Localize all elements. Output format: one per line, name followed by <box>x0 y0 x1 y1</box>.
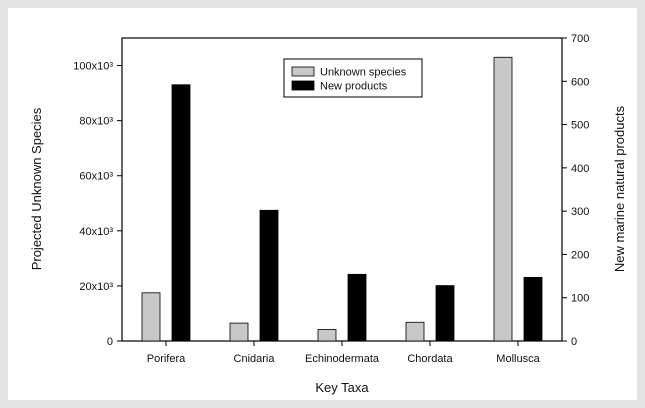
y-axis-title: Projected Unknown Species <box>29 107 44 270</box>
right-tick-label: 0 <box>571 336 577 348</box>
bar-unknown-species-mollusca <box>493 56 513 342</box>
right-axis: 0 100 200 300 400 500 600 700 <box>562 33 589 348</box>
legend-label-new-products: New products <box>320 81 388 93</box>
bars <box>141 56 543 342</box>
bar-new-products-cnidaria <box>259 209 279 342</box>
bar-unknown-species-echinodermata <box>317 329 337 342</box>
x-tick-label: Mollusca <box>496 353 540 365</box>
legend-label-unknown-species: Unknown species <box>320 67 407 79</box>
left-tick-label: 0 <box>107 336 113 348</box>
x-tick-label: Cnidaria <box>234 353 276 365</box>
right-tick-label: 400 <box>571 163 589 175</box>
left-tick-label: 60x10³ <box>79 171 113 183</box>
x-axis: Porifera Cnidaria Echinodermata Chordata Mol… <box>147 341 541 365</box>
chart-frame: 0 20x10³ 40x10³ 60x10³ 80x10³ 100x10³ 0 100 200… <box>8 8 637 400</box>
bar-unknown-species-cnidaria <box>229 322 249 342</box>
left-tick-label: 40x10³ <box>79 226 113 238</box>
left-tick-label: 20x10³ <box>79 281 113 293</box>
right-tick-label: 100 <box>571 293 589 305</box>
bar-new-products-porifera <box>171 84 191 342</box>
x-tick-label: Porifera <box>147 353 186 365</box>
bar-new-products-mollusca <box>523 276 543 342</box>
x-tick-label: Chordata <box>407 353 453 365</box>
bar-unknown-species-chordata <box>405 321 425 342</box>
right-tick-label: 600 <box>571 76 589 88</box>
left-tick-label: 80x10³ <box>79 116 113 128</box>
bar-chart: 0 20x10³ 40x10³ 60x10³ 80x10³ 100x10³ 0 100 200… <box>29 33 627 395</box>
right-tick-label: 700 <box>571 33 589 45</box>
y2-axis-title: New marine natural products <box>612 105 627 272</box>
x-tick-label: Echinodermata <box>305 353 380 365</box>
left-tick-label: 100x10³ <box>73 61 113 73</box>
bar-unknown-species-porifera <box>141 292 161 342</box>
right-tick-label: 500 <box>571 120 589 132</box>
bar-new-products-echinodermata <box>347 273 367 342</box>
legend-swatch-unknown-species <box>291 66 315 77</box>
legend: Unknown species New products <box>283 58 423 98</box>
bar-new-products-chordata <box>435 285 455 342</box>
left-axis: 0 20x10³ 40x10³ 60x10³ 80x10³ 100x10³ <box>73 61 122 348</box>
legend-swatch-new-products <box>291 80 315 91</box>
right-tick-label: 200 <box>571 249 589 261</box>
right-tick-label: 300 <box>571 206 589 218</box>
x-axis-title: Key Taxa <box>315 380 369 395</box>
legend-box <box>283 58 423 98</box>
